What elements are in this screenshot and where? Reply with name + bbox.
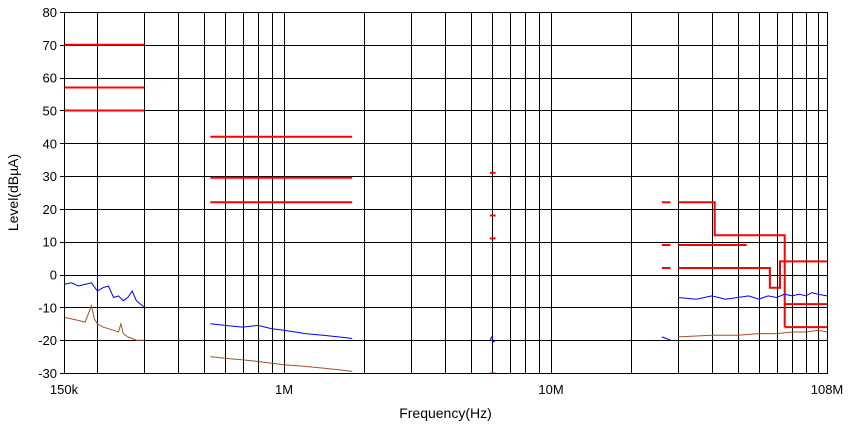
y-tick-label: 20: [43, 202, 57, 217]
x-tick-label: 150k: [50, 382, 79, 397]
y-tick-label: 80: [43, 5, 57, 20]
y-tick-label: 40: [43, 136, 57, 151]
average-trace: [678, 329, 828, 338]
y-tick-label: -20: [38, 333, 57, 348]
y-tick-labels: -30 -20 -10 0 10 20 30 40 50 60 70 80: [38, 5, 64, 381]
limit-line: [678, 260, 827, 289]
average-trace: [210, 356, 353, 372]
x-tick-label: 10M: [538, 382, 563, 397]
y-tick-label: 0: [50, 268, 57, 283]
y-axis-label: Level(dBµA): [5, 154, 21, 231]
y-tick-label: -10: [38, 300, 57, 315]
limit-lines: [64, 43, 827, 329]
plot-frame: [64, 12, 828, 374]
y-tick-label: 70: [43, 38, 57, 53]
y-tick-label: -30: [38, 366, 57, 381]
limit-line: [678, 201, 786, 328]
peak-trace: [63, 282, 145, 308]
peak-trace: [210, 323, 353, 339]
x-tick-label: 1M: [275, 382, 293, 397]
x-tick-label: 108M: [811, 382, 844, 397]
x-axis-label: Frequency(Hz): [399, 405, 492, 421]
peak-trace: [489, 335, 496, 343]
y-tick-label: 50: [43, 103, 57, 118]
average-trace: [63, 303, 145, 341]
y-tick-label: 30: [43, 169, 57, 184]
peak-trace: [661, 336, 671, 341]
peak-trace: [678, 292, 828, 300]
x-tick-labels: 150k 1M 10M 108M: [50, 382, 843, 397]
grid-lines: [64, 12, 827, 374]
measurement-series: [63, 282, 828, 374]
y-tick-label: 60: [43, 71, 57, 86]
y-tick-label: 10: [43, 235, 57, 250]
